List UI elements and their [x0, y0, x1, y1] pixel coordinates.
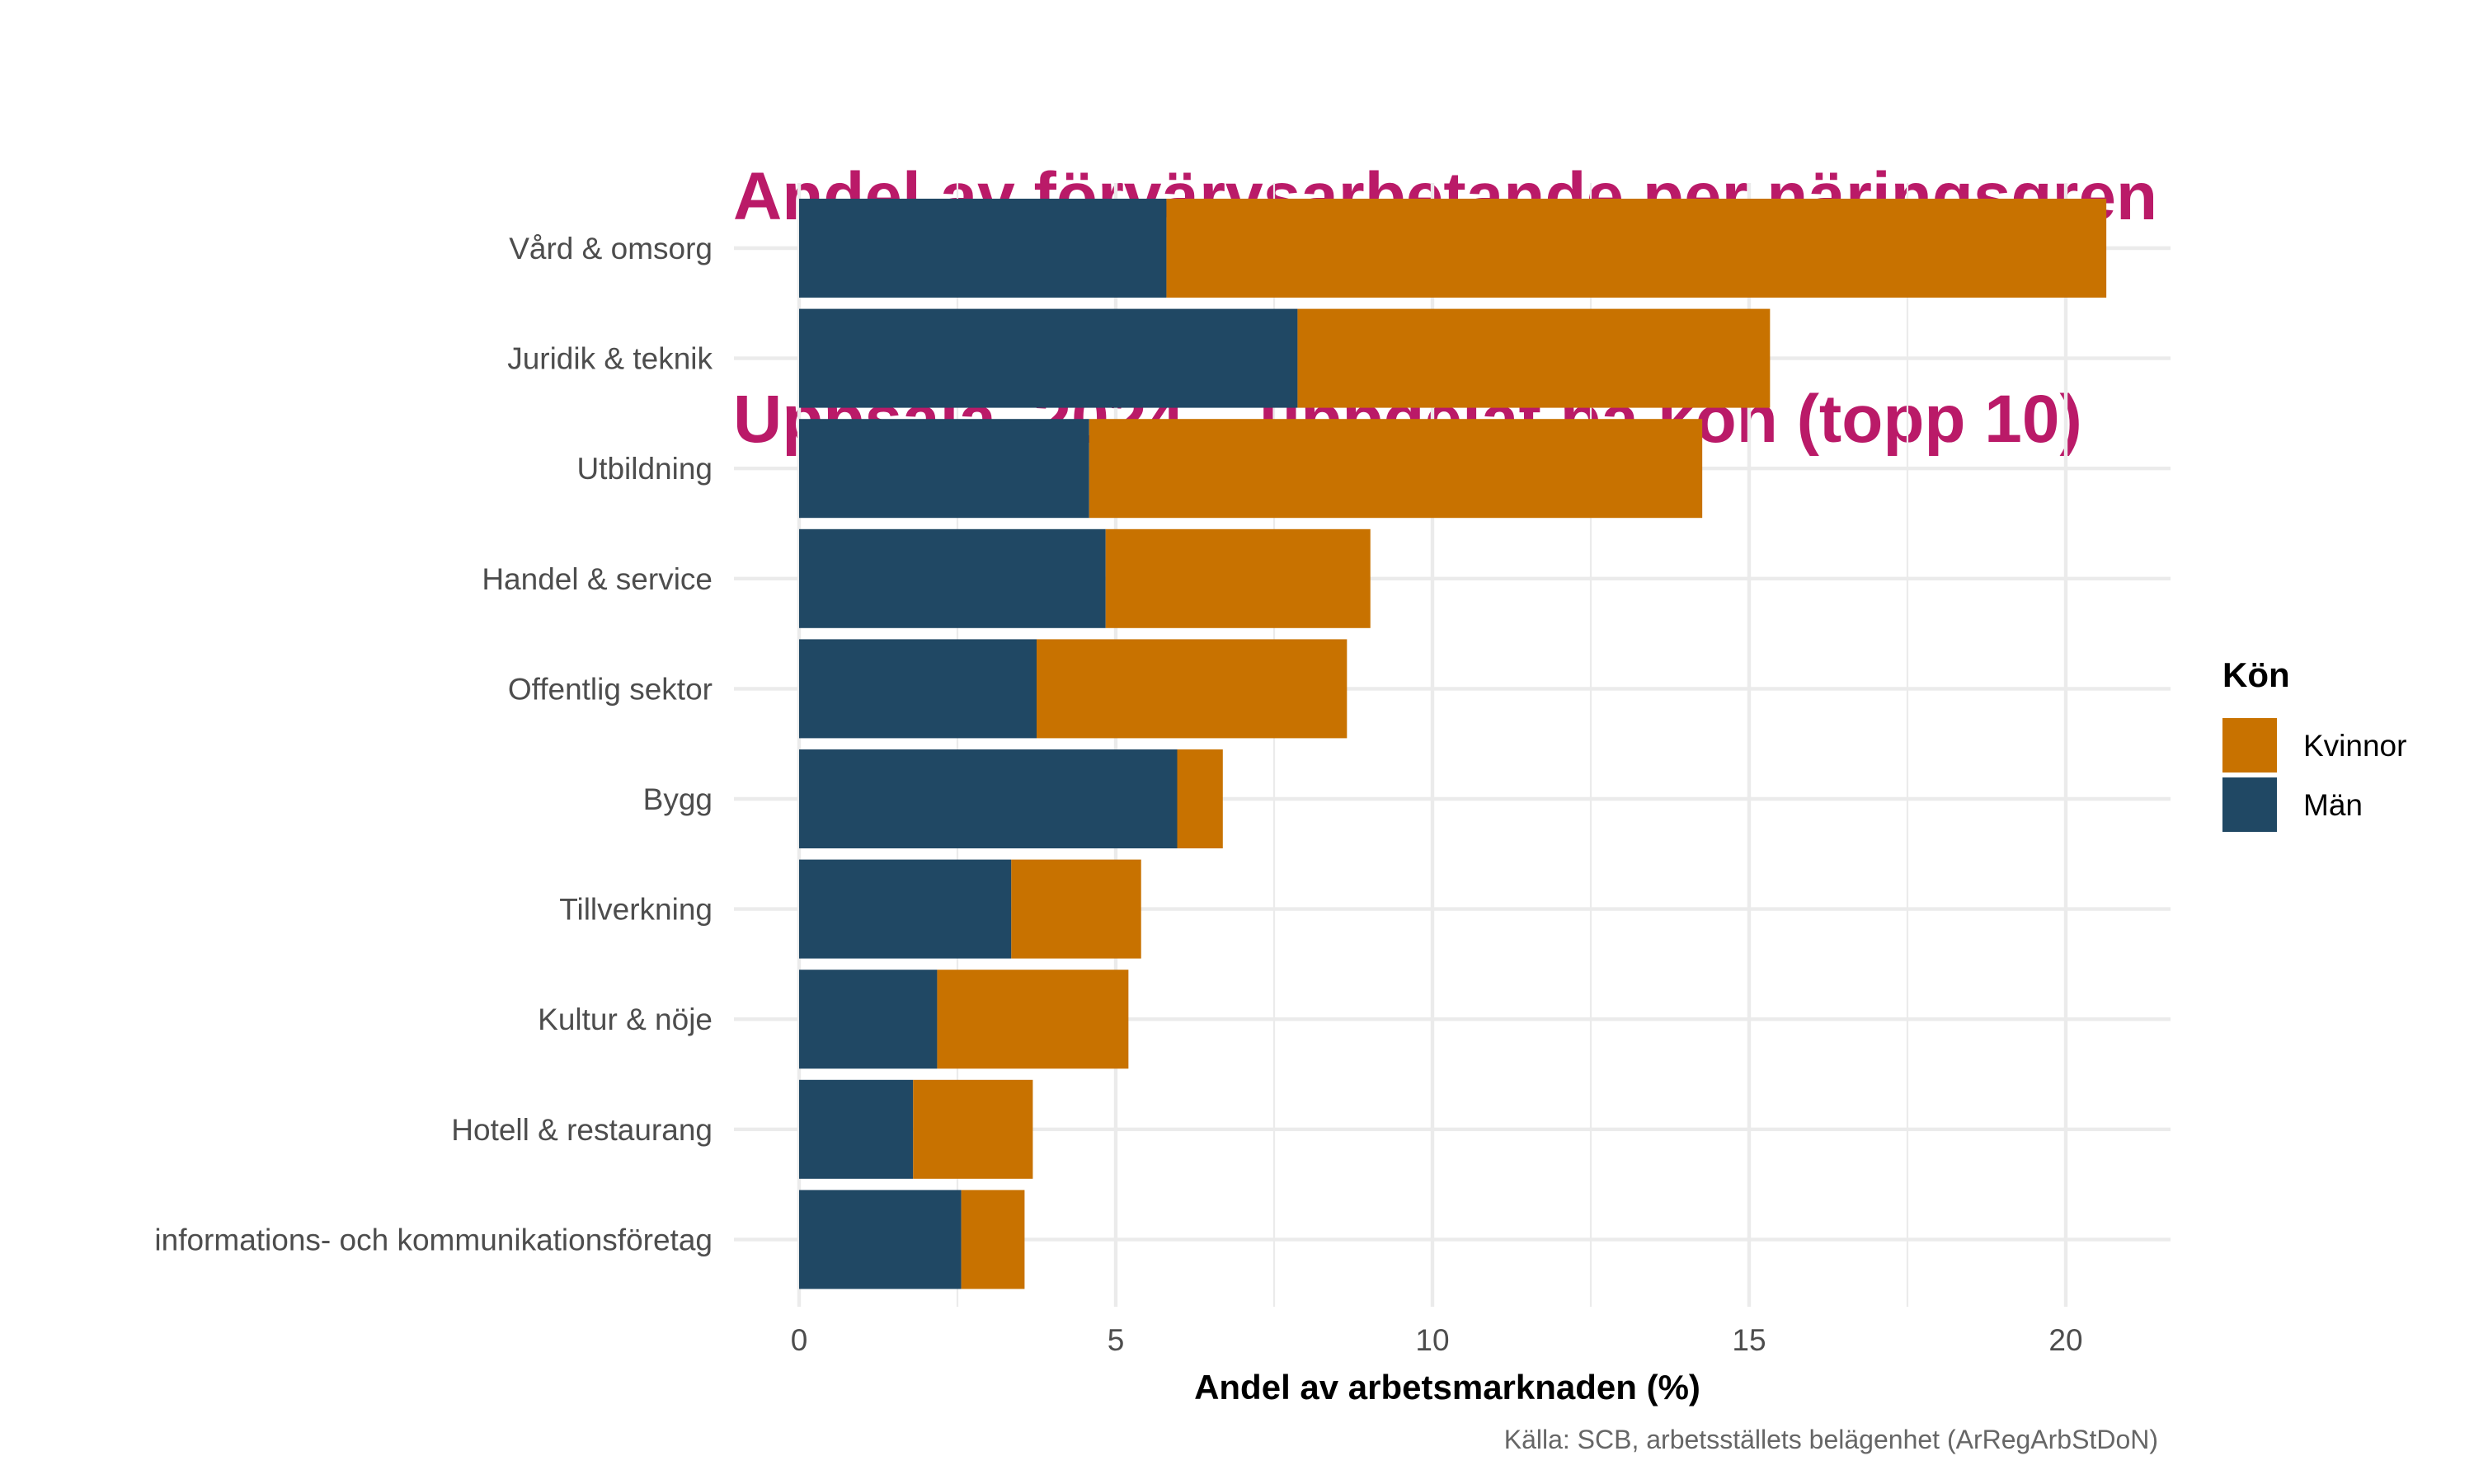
y-axis-label: Tillverkning [559, 893, 713, 927]
legend-label: Män [2303, 788, 2363, 822]
x-axis-tick-label: 5 [1108, 1323, 1125, 1357]
x-axis-tick-labels: 0 5 10 15 20 [791, 1323, 2083, 1357]
bar-segment-man [799, 199, 1167, 298]
bar-segment-woman [961, 1190, 1025, 1289]
bar-segment-woman [1105, 528, 1371, 628]
chart-caption: Källa: SCB, arbetsställets belägenhet (A… [1504, 1425, 2158, 1454]
x-axis-title: Andel av arbetsmarknaden (%) [1194, 1368, 1700, 1407]
x-axis-tick-label: 10 [1415, 1323, 1449, 1357]
bar-segment-woman [1037, 639, 1348, 739]
legend-swatch [2222, 777, 2277, 832]
y-axis-label: Hotell & restaurang [451, 1113, 713, 1147]
legend-swatch [2222, 718, 2277, 773]
bar-segment-woman [1089, 419, 1703, 519]
bar-segment-man [799, 749, 1178, 848]
y-axis-label: Bygg [643, 782, 713, 816]
x-axis-tick-label: 20 [2048, 1323, 2082, 1357]
legend: Kön Kvinnor Män [2222, 655, 2406, 832]
y-axis-labels: Vård & omsorg Juridik & teknik Utbildning H… [154, 232, 713, 1256]
bar-segment-man [799, 970, 938, 1069]
bar-segment-woman [1177, 749, 1223, 848]
bar-segment-man [799, 859, 1012, 959]
bar-segment-woman [937, 970, 1129, 1069]
y-axis-label: Vård & omsorg [509, 232, 713, 265]
y-axis-label: informations- och kommunikationsföretag [154, 1223, 713, 1256]
bar-segment-woman [1166, 199, 2107, 298]
bar-segment-woman [913, 1079, 1033, 1179]
bars [799, 199, 2107, 1289]
legend-title: Kön [2222, 655, 2290, 694]
x-axis-tick-label: 0 [791, 1323, 808, 1357]
x-axis-tick-label: 15 [1732, 1323, 1766, 1357]
bar-segment-man [799, 1190, 962, 1289]
y-axis-label: Kultur & nöje [538, 1003, 713, 1036]
bar-segment-man [799, 639, 1037, 739]
y-axis-label: Offentlig sektor [508, 672, 713, 706]
bar-segment-man [799, 419, 1089, 519]
bar-segment-woman [1297, 308, 1771, 408]
y-axis-label: Handel & service [482, 562, 713, 596]
legend-label: Kvinnor [2303, 729, 2406, 763]
bar-segment-woman [1011, 859, 1141, 959]
y-axis-label: Utbildning [576, 452, 713, 486]
y-axis-label: Juridik & teknik [507, 342, 713, 376]
bar-segment-man [799, 528, 1106, 628]
bar-segment-man [799, 308, 1298, 408]
bar-segment-man [799, 1079, 914, 1179]
